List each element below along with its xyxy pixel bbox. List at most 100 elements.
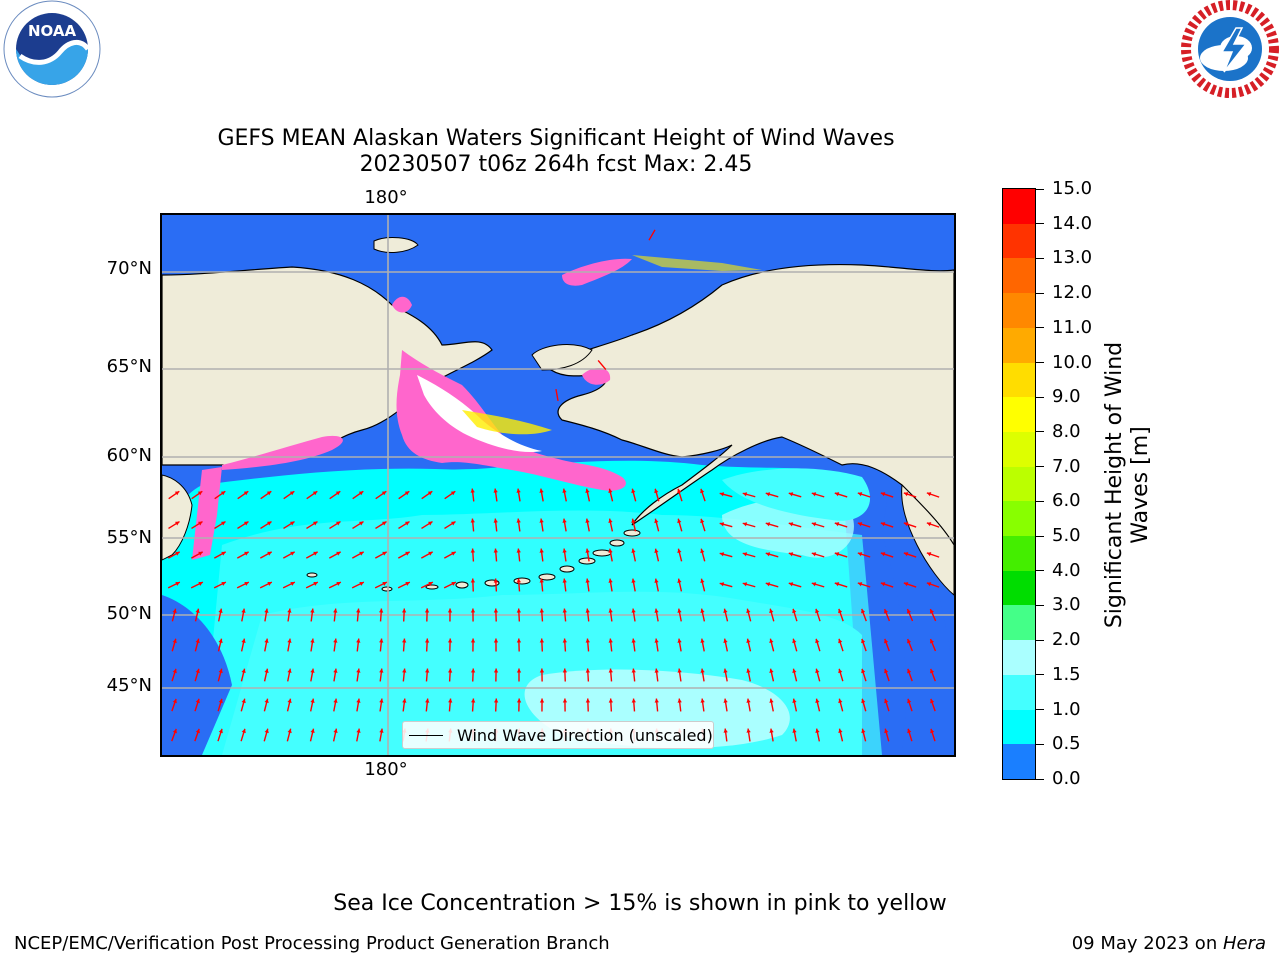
wave-direction-arrowhead (677, 548, 682, 554)
colorbar-tick-mark (1036, 743, 1044, 745)
wave-direction-arrowhead (838, 698, 843, 704)
wave-direction-arrowhead (359, 581, 364, 586)
wave-direction-arrowhead (562, 548, 567, 553)
wave-direction-arrowhead (244, 581, 249, 586)
wave-direction-arrowhead (608, 578, 613, 583)
wave-direction-arrowhead (310, 728, 315, 734)
wave-direction-arrowhead (861, 698, 866, 704)
wave-direction-arrowhead (562, 518, 567, 523)
wave-direction-arrowhead (769, 668, 774, 673)
wave-direction-arrowhead (562, 608, 567, 613)
wave-direction-arrowhead (585, 488, 590, 493)
wave-direction-arrowhead (654, 638, 659, 643)
wave-direction-arrowhead (493, 548, 498, 553)
wave-direction-arrowhead (700, 488, 705, 494)
wave-direction-arrowhead (723, 608, 728, 614)
wave-direction-arrowhead (788, 552, 794, 557)
wave-direction-arrowhead (424, 608, 430, 613)
wave-direction-arrowhead (884, 698, 889, 704)
wave-direction-arrowhead (539, 488, 544, 493)
wave-direction-arrowhead (195, 668, 200, 674)
wave-direction-arrowhead (700, 668, 705, 673)
wave-direction-arrowhead (880, 522, 886, 527)
wave-direction-arrowhead (381, 491, 387, 496)
map-legend: Wind Wave Direction (unscaled) (402, 721, 714, 749)
wave-direction-arrowhead (834, 552, 840, 557)
colorbar-tick-label: 5.0 (1052, 525, 1081, 547)
wave-direction-arrowhead (765, 492, 771, 497)
colorbar-segment (1003, 327, 1035, 363)
colorbar-segment (1003, 536, 1035, 571)
wave-direction-arrowhead (336, 551, 341, 556)
wave-direction-arrowhead (313, 521, 318, 526)
wave-direction-arrowhead (310, 608, 315, 613)
colorbar-tick-label: 1.5 (1052, 663, 1081, 685)
wave-direction-arrowhead (585, 638, 590, 643)
wave-direction-arrowhead (788, 582, 794, 587)
wave-direction-arrowhead (631, 518, 636, 524)
wave-direction-arrowhead (815, 668, 820, 674)
wave-direction-arrowhead (880, 582, 886, 587)
colorbar-tick-mark (1036, 709, 1044, 711)
wave-direction-arrowhead (631, 608, 636, 613)
wave-direction-arrowhead (792, 608, 797, 614)
wave-direction-arrowhead (700, 638, 705, 643)
wave-direction-arrowhead (742, 552, 748, 557)
wave-direction-arrowhead (746, 698, 751, 703)
wave-height-field (162, 460, 954, 755)
chart-title: GEFS MEAN Alaskan Waters Significant Hei… (217, 126, 895, 151)
wave-direction-arrowhead (333, 698, 338, 703)
wave-direction-arrowhead (539, 608, 544, 613)
wave-direction-arrowhead (677, 638, 682, 643)
wave-direction-arrowhead (631, 488, 636, 494)
colorbar-tick-label: 8.0 (1052, 420, 1081, 442)
wave-direction-arrowhead (470, 488, 475, 493)
wave-direction-arrowhead (516, 638, 522, 643)
wave-direction-arrowhead (516, 578, 521, 583)
wave-direction-arrowhead (287, 668, 292, 673)
wave-direction-arrowhead (241, 728, 246, 734)
colorbar-tick-label: 0.5 (1052, 733, 1081, 755)
wave-direction-arrowhead (379, 638, 384, 643)
wave-direction-arrowhead (539, 698, 545, 703)
wave-direction-arrowhead (175, 581, 180, 586)
colorbar-segment (1003, 744, 1035, 779)
footer-credit: NCEP/EMC/Verification Post Processing Pr… (14, 933, 610, 954)
lat-label-70n: 70°N (106, 258, 152, 279)
wave-direction-arrowhead (335, 491, 341, 496)
wave-direction-arrowhead (930, 638, 935, 644)
lat-label-50n: 50°N (106, 603, 152, 624)
colorbar-tick-mark (1036, 570, 1044, 572)
wave-direction-arrowhead (654, 668, 659, 673)
wave-direction-arrowhead (405, 521, 410, 526)
colorbar-tick-label: 10.0 (1052, 351, 1093, 373)
wave-direction-arrowhead (654, 698, 659, 703)
wave-direction-arrowhead (608, 698, 614, 703)
wave-direction-arrowhead (926, 522, 932, 527)
lon-label-bottom: 180° (364, 759, 408, 780)
wave-direction-arrowhead (516, 668, 522, 673)
wave-direction-arrowhead (310, 638, 315, 643)
wave-direction-arrowhead (244, 551, 249, 556)
wave-direction-arrowhead (290, 581, 295, 586)
wave-direction-arrowhead (402, 638, 407, 643)
wave-direction-arrowhead (313, 581, 318, 586)
wave-direction-arrowhead (585, 668, 590, 673)
wave-direction-arrowhead (765, 522, 771, 527)
wave-direction-arrowhead (907, 609, 912, 614)
wave-direction-arrowhead (264, 668, 269, 673)
colorbar-tick-mark (1036, 327, 1044, 329)
footer-date-text: 09 May 2023 on (1071, 933, 1223, 954)
colorbar-tick-mark (1036, 396, 1044, 398)
wave-direction-arrowhead (811, 522, 817, 527)
wave-direction-arrowhead (220, 491, 226, 496)
wave-direction-arrowhead (907, 728, 912, 734)
wave-direction-arrowhead (198, 551, 203, 556)
wave-direction-arrowhead (310, 698, 315, 703)
wave-direction-arrowhead (359, 521, 364, 526)
wave-direction-arrowhead (264, 698, 269, 704)
wave-direction-arrowhead (290, 551, 295, 556)
wave-direction-arrowhead (857, 582, 863, 587)
wave-direction-arrowhead (562, 488, 567, 493)
colorbar-tick-mark (1036, 674, 1044, 676)
